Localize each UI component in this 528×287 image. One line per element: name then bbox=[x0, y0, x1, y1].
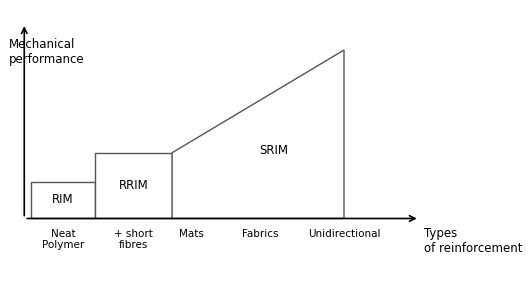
Text: Mats: Mats bbox=[180, 229, 204, 239]
Bar bbox=[95, 153, 172, 218]
Text: Unidirectional: Unidirectional bbox=[308, 229, 380, 239]
Text: RIM: RIM bbox=[52, 193, 74, 206]
Text: + short
fibres: + short fibres bbox=[114, 229, 153, 250]
Text: Fabrics: Fabrics bbox=[242, 229, 279, 239]
Text: Mechanical
performance: Mechanical performance bbox=[9, 38, 84, 66]
Text: SRIM: SRIM bbox=[259, 144, 288, 157]
Text: Neat
Polymer: Neat Polymer bbox=[42, 229, 84, 250]
Text: RRIM: RRIM bbox=[119, 179, 148, 192]
Polygon shape bbox=[172, 50, 344, 218]
Bar bbox=[31, 181, 95, 218]
Text: Types
of reinforcement: Types of reinforcement bbox=[424, 227, 522, 255]
